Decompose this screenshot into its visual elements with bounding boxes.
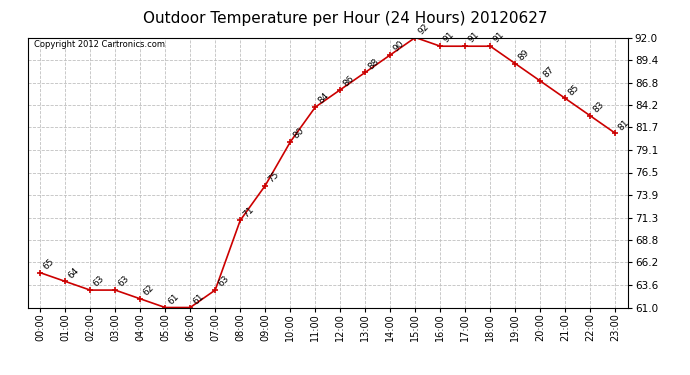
Text: 89: 89 xyxy=(517,48,531,62)
Text: Outdoor Temperature per Hour (24 Hours) 20120627: Outdoor Temperature per Hour (24 Hours) … xyxy=(143,11,547,26)
Text: 83: 83 xyxy=(592,100,607,114)
Text: 81: 81 xyxy=(617,117,631,132)
Text: 91: 91 xyxy=(466,30,481,45)
Text: 87: 87 xyxy=(542,65,556,80)
Text: 61: 61 xyxy=(166,292,181,306)
Text: 86: 86 xyxy=(342,74,356,88)
Text: 64: 64 xyxy=(66,266,81,280)
Text: 85: 85 xyxy=(566,82,581,97)
Text: 62: 62 xyxy=(141,283,156,297)
Text: 92: 92 xyxy=(417,22,431,36)
Text: 91: 91 xyxy=(492,30,506,45)
Text: 88: 88 xyxy=(366,57,381,71)
Text: Copyright 2012 Cartronics.com: Copyright 2012 Cartronics.com xyxy=(34,40,165,49)
Text: 80: 80 xyxy=(292,126,306,141)
Text: 63: 63 xyxy=(92,274,106,289)
Text: 65: 65 xyxy=(41,257,56,271)
Text: 84: 84 xyxy=(317,92,331,106)
Text: 91: 91 xyxy=(442,30,456,45)
Text: 63: 63 xyxy=(217,274,231,289)
Text: 63: 63 xyxy=(117,274,131,289)
Text: 71: 71 xyxy=(241,204,256,219)
Text: 90: 90 xyxy=(392,39,406,54)
Text: 75: 75 xyxy=(266,170,281,184)
Text: 61: 61 xyxy=(192,292,206,306)
